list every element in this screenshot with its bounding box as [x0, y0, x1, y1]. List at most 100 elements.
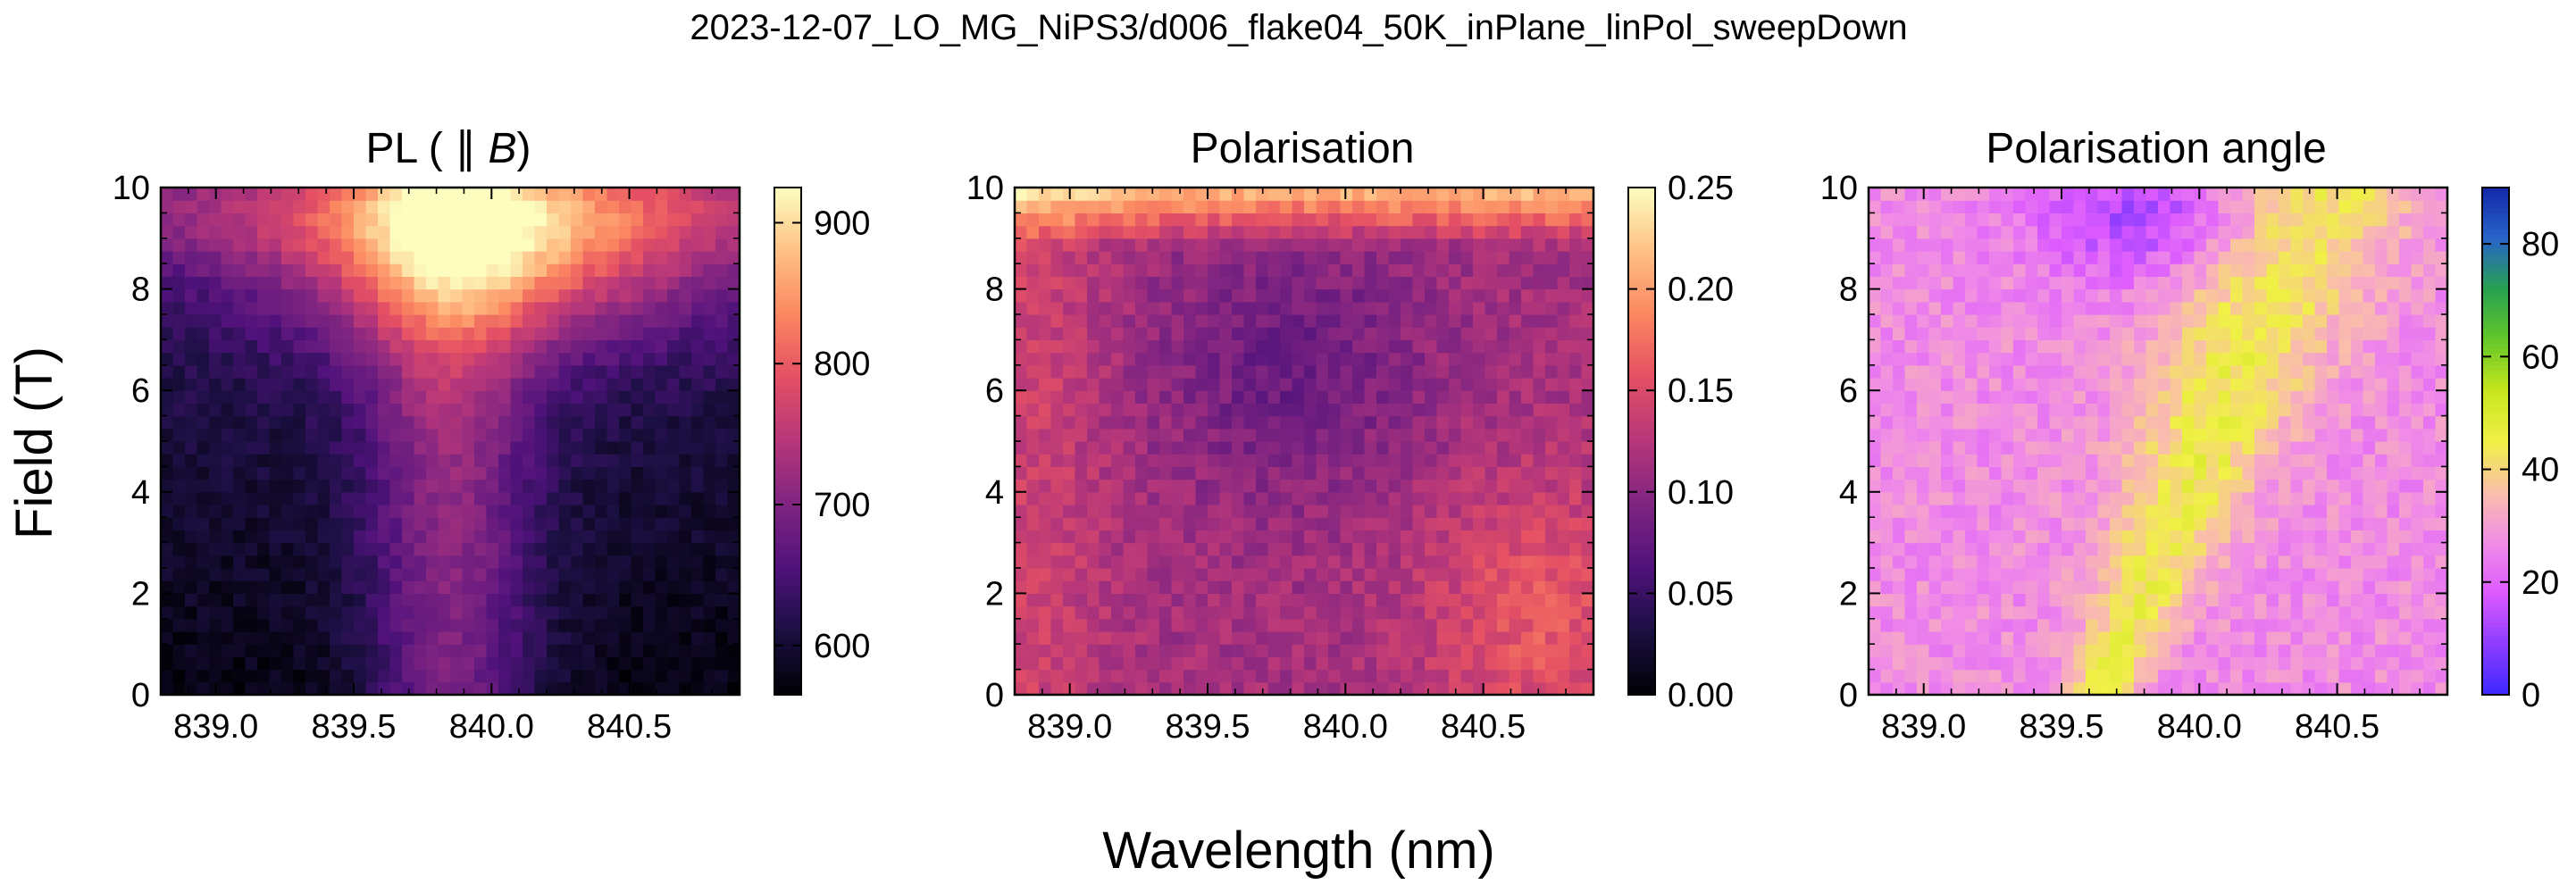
- heatmap-cell: [354, 644, 367, 657]
- heatmap-cell: [655, 555, 668, 569]
- heatmap-cell: [715, 390, 729, 404]
- heatmap-cell: [209, 327, 222, 340]
- heatmap-cell: [2158, 656, 2171, 671]
- heatmap-cell: [1243, 656, 1257, 671]
- heatmap-cell: [1195, 390, 1209, 404]
- heatmap-cell: [655, 251, 668, 264]
- heatmap-cell: [1267, 339, 1281, 354]
- heatmap-cell: [1159, 644, 1173, 657]
- heatmap-cell: [1208, 580, 1221, 594]
- heatmap-cell: [2025, 555, 2038, 569]
- heatmap-cell: [1545, 605, 1559, 620]
- heatmap-cell: [667, 364, 681, 379]
- colorbar-segment: [774, 305, 801, 311]
- heatmap-cell: [1087, 225, 1100, 239]
- heatmap-cell: [1280, 314, 1293, 328]
- heatmap-cell: [679, 466, 692, 480]
- colorbar-segment: [774, 656, 801, 662]
- heatmap-cell: [2230, 568, 2244, 581]
- heatmap-cell: [450, 314, 464, 328]
- heatmap-cell: [1135, 555, 1149, 569]
- heatmap-cell: [1087, 200, 1100, 213]
- heatmap-cell: [1063, 505, 1076, 518]
- colorbar-segment: [774, 580, 801, 586]
- heatmap-cell: [486, 263, 499, 277]
- heatmap-cell: [1111, 530, 1125, 544]
- heatmap-cell: [233, 288, 247, 303]
- heatmap-cell: [1183, 200, 1197, 213]
- heatmap-cell: [1171, 593, 1184, 607]
- heatmap-cell: [365, 238, 379, 252]
- heatmap-cell: [233, 327, 247, 340]
- heatmap-cell: [1292, 339, 1305, 354]
- heatmap-cell: [389, 618, 403, 632]
- heatmap-cell: [172, 301, 186, 315]
- heatmap-cell: [1460, 378, 1474, 391]
- heatmap-cell: [2375, 542, 2388, 556]
- heatmap-cell: [1159, 479, 1173, 493]
- heatmap-cell: [2145, 580, 2159, 594]
- heatmap-cell: [1581, 415, 1594, 430]
- heatmap-cell: [365, 288, 379, 303]
- heatmap-cell: [1436, 530, 1450, 544]
- heatmap-cell: [1135, 352, 1149, 366]
- heatmap-cell: [1869, 656, 1882, 671]
- heatmap-cell: [414, 251, 427, 264]
- heatmap-cell: [1123, 454, 1136, 467]
- heatmap-cell: [305, 505, 319, 518]
- colorbar-segment: [774, 576, 801, 581]
- heatmap-cell: [1509, 364, 1522, 379]
- heatmap-cell: [317, 213, 330, 227]
- heatmap-cell: [221, 378, 234, 391]
- heatmap-cell: [2411, 669, 2424, 683]
- heatmap-cell: [1111, 378, 1125, 391]
- heatmap-cell: [354, 428, 367, 442]
- colorbar-segment: [1628, 610, 1655, 615]
- heatmap-cell: [558, 542, 572, 556]
- heatmap-cell: [1485, 466, 1498, 480]
- heatmap-cell: [1460, 200, 1474, 213]
- heatmap-cell: [354, 580, 367, 594]
- heatmap-cell: [1123, 327, 1136, 340]
- heatmap-cell: [2037, 644, 2051, 657]
- heatmap-cell: [679, 251, 692, 264]
- heatmap-cell: [1893, 656, 1906, 671]
- heatmap-cell: [1425, 530, 1438, 544]
- heatmap-cell: [1449, 618, 1462, 632]
- heatmap-cell: [547, 415, 560, 430]
- heatmap-cell: [1087, 454, 1100, 467]
- heatmap-cell: [2230, 669, 2244, 683]
- heatmap-cell: [643, 466, 657, 480]
- heatmap-cell: [2314, 530, 2328, 544]
- heatmap-cell: [1557, 238, 1570, 252]
- heatmap-cell: [1015, 631, 1028, 645]
- heatmap-cell: [281, 415, 295, 430]
- colorbar-segment: [774, 551, 801, 556]
- heatmap-cell: [197, 390, 210, 404]
- heatmap-cell: [438, 454, 451, 467]
- heatmap-cell: [354, 466, 367, 480]
- heatmap-cell: [281, 314, 295, 328]
- heatmap-cell: [305, 200, 319, 213]
- heatmap-cell: [1171, 428, 1184, 442]
- heatmap-cell: [1880, 542, 1894, 556]
- heatmap-cell: [1449, 415, 1462, 430]
- heatmap-cell: [1026, 352, 1040, 366]
- colorbar-segment: [774, 508, 801, 514]
- heatmap-cell: [643, 428, 657, 442]
- heatmap-cell: [2097, 580, 2111, 594]
- colorbar-segment: [774, 441, 801, 446]
- heatmap-cell: [498, 555, 512, 569]
- heatmap-cell: [1388, 618, 1401, 632]
- heatmap-cell: [2375, 580, 2388, 594]
- heatmap-cell: [1364, 555, 1377, 569]
- colorbar-segment: [1628, 681, 1655, 688]
- heatmap-cell: [269, 403, 282, 417]
- heatmap-cell: [1026, 238, 1040, 252]
- heatmap-cell: [1581, 542, 1594, 556]
- heatmap-cell: [715, 314, 729, 328]
- heatmap-cell: [1581, 301, 1594, 315]
- heatmap-cell: [498, 593, 512, 607]
- heatmap-cell: [1412, 415, 1426, 430]
- heatmap-cell: [1569, 542, 1583, 556]
